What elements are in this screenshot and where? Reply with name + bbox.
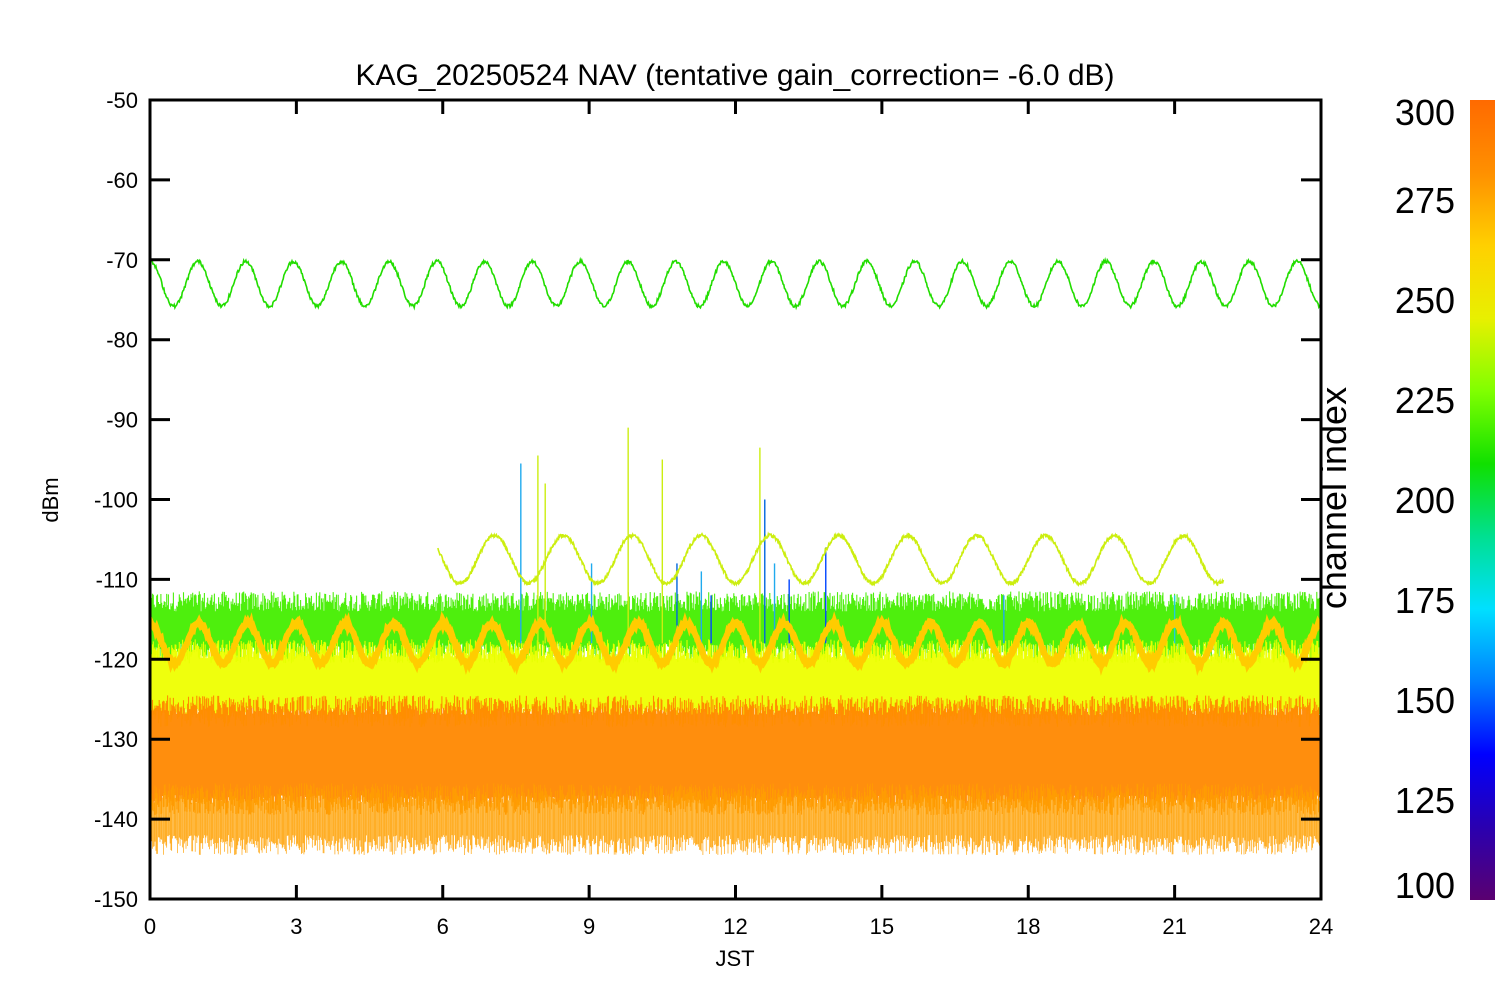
noise-band-strokes xyxy=(150,695,1321,816)
noise-band xyxy=(150,783,1321,855)
colorbar-ticks: 300 275 250 225 200 175 150 125 100 xyxy=(1395,92,1455,906)
y-tick-label: -90 xyxy=(106,408,138,433)
colorbar-label: channel index xyxy=(1313,387,1354,609)
y-axis-label: dBm xyxy=(38,477,63,522)
x-axis: 0 3 6 9 12 15 18 21 24 xyxy=(144,100,1333,939)
series-line xyxy=(150,256,1321,311)
x-tick-label: 15 xyxy=(870,914,894,939)
y-tick-label: -130 xyxy=(94,727,138,752)
colorbar-tick-label: 150 xyxy=(1395,680,1455,721)
colorbar-tick-label: 275 xyxy=(1395,180,1455,221)
plot-area xyxy=(150,256,1321,855)
colorbar-tick-label: 175 xyxy=(1395,580,1455,621)
series-lines xyxy=(150,256,1321,676)
y-tick-label: -120 xyxy=(94,647,138,672)
y-tick-label: -70 xyxy=(106,248,138,273)
colorbar-tick-label: 125 xyxy=(1395,780,1455,821)
x-axis-label: JST xyxy=(715,946,754,971)
x-tick-label: 6 xyxy=(437,914,449,939)
noise-bands xyxy=(150,591,1321,855)
y-axis: -50 -60 -70 -80 -90 -100 -110 -120 -130 -140 -150 xyxy=(94,88,1321,912)
colorbar-tick-label: 300 xyxy=(1395,92,1455,133)
colorbar xyxy=(1470,100,1495,900)
chart-title: KAG_20250524 NAV (tentative gain_correct… xyxy=(355,59,1114,92)
x-tick-label: 21 xyxy=(1162,914,1186,939)
noise-band xyxy=(150,695,1321,816)
x-tick-label: 18 xyxy=(1016,914,1040,939)
series-line xyxy=(150,610,1321,676)
x-tick-label: 9 xyxy=(583,914,595,939)
y-tick-label: -80 xyxy=(106,328,138,353)
noise-band-strokes xyxy=(150,639,1321,728)
y-tick-label: -60 xyxy=(106,168,138,193)
colorbar-tick-label: 250 xyxy=(1395,280,1455,321)
colorbar-tick-label: 100 xyxy=(1395,865,1455,906)
x-tick-label: 24 xyxy=(1309,914,1333,939)
colorbar-tick-label: 225 xyxy=(1395,380,1455,421)
noise-band-strokes xyxy=(150,783,1321,855)
y-tick-label: -150 xyxy=(94,887,138,912)
x-tick-label: 3 xyxy=(290,914,302,939)
y-tick-label: -50 xyxy=(106,88,138,113)
y-tick-label: -140 xyxy=(94,807,138,832)
series-line xyxy=(437,531,1225,587)
y-tick-label: -110 xyxy=(96,567,138,592)
noise-band xyxy=(150,639,1321,728)
x-tick-label: 0 xyxy=(144,914,156,939)
y-tick-label: -100 xyxy=(94,488,138,513)
colorbar-tick-label: 200 xyxy=(1395,480,1455,521)
x-tick-label: 12 xyxy=(723,914,747,939)
